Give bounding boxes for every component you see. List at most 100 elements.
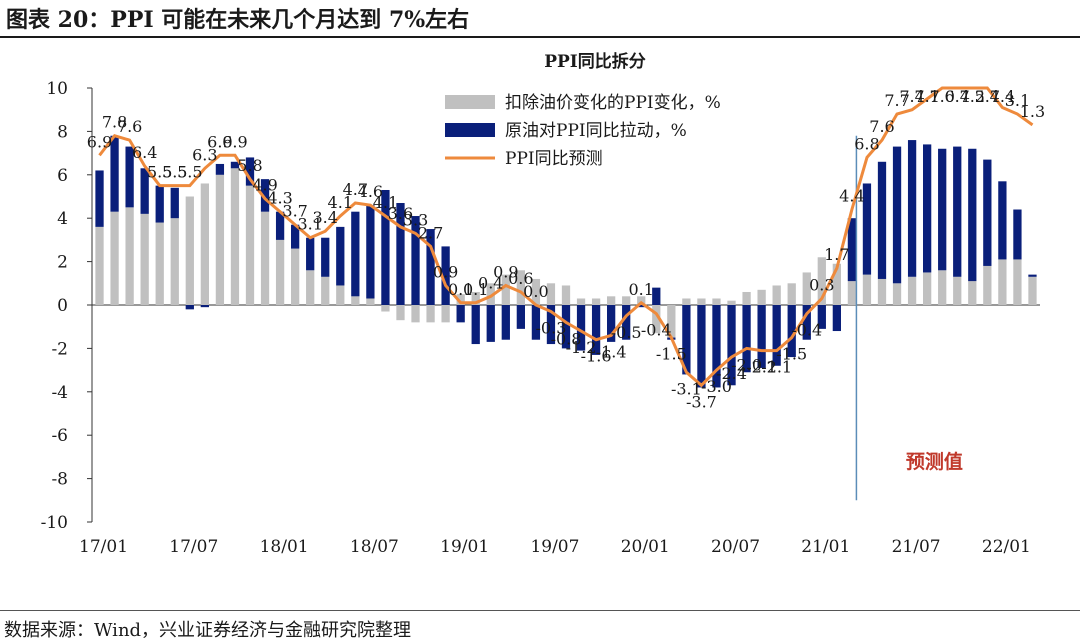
line-value-label: 6.8 [854, 134, 879, 153]
y-tick-label: 4 [57, 209, 68, 229]
line-value-label: -0.8 [551, 329, 582, 348]
grey-bar [757, 289, 766, 305]
navy-bar [366, 205, 375, 299]
grey-bar [381, 305, 390, 312]
line-value-label: 3.6 [388, 204, 413, 223]
navy-bar [426, 229, 435, 305]
line-value-label: 2.7 [418, 223, 443, 242]
navy-bar [953, 146, 962, 277]
grey-bar [998, 259, 1007, 305]
grey-bar [787, 283, 796, 305]
figure-title: 图表 20：PPI 可能在未来几个月达到 7%左右 [6, 7, 470, 33]
line-value-label: 0.9 [493, 262, 518, 281]
x-tick-label: 20/01 [621, 537, 670, 557]
grey-bar [441, 305, 450, 323]
navy-bar [471, 305, 480, 345]
navy-bar [215, 163, 225, 175]
line-value-label: 7.6 [869, 117, 894, 136]
line-value-label: 5.5 [177, 163, 202, 182]
grey-bar [637, 296, 646, 305]
grey-bar [727, 300, 736, 305]
navy-bar [712, 305, 721, 388]
line-value-label: 0.4 [478, 273, 503, 292]
navy-bar [110, 135, 119, 212]
navy-bar [892, 146, 902, 284]
line-value-label: 7.7 [884, 91, 909, 110]
line-value-label: 7.8 [102, 113, 127, 132]
line-value-label: -0.4 [791, 321, 822, 340]
x-tick-label: 17/07 [169, 537, 218, 557]
legend: 扣除油价变化的PPI变化，% 原油对PPI同比拉动，% PPI同比预测 [445, 93, 721, 169]
line-value-label: 3.1 [297, 215, 322, 234]
navy-bar [968, 148, 977, 282]
line-value-label: -0.3 [536, 319, 567, 338]
line-value-label: 6.9 [222, 132, 247, 151]
grey-bar [336, 285, 345, 305]
y-tick-label: 8 [57, 122, 68, 142]
line-value-label: 1.3 [1020, 102, 1045, 121]
line-value-label: 3.1 [1005, 91, 1030, 110]
y-tick-label: -6 [51, 426, 68, 446]
line-value-label: 4.1 [373, 193, 398, 212]
navy-bar [501, 305, 510, 340]
line-value-label: 3.4 [313, 208, 338, 227]
line-value-label: -1.2 [566, 338, 597, 357]
navy-bar [652, 287, 661, 305]
line-value-label: 4.1 [328, 193, 353, 212]
line-value-label: -1.5 [776, 345, 807, 364]
navy-bar [923, 144, 932, 273]
y-tick-label: -8 [51, 470, 68, 490]
grey-bar [546, 283, 556, 305]
line-value-label: 0.6 [508, 269, 533, 288]
grey-bar [591, 298, 601, 305]
line-value-label: -1.5 [656, 345, 687, 364]
y-tick-label: 10 [46, 79, 68, 99]
navy-bar [456, 305, 465, 323]
navy-bar [306, 237, 315, 271]
grey-bar [682, 298, 691, 305]
navy-bar [185, 305, 194, 310]
grey-bar [667, 305, 676, 338]
y-tick-label: -4 [51, 383, 68, 403]
legend-label: 扣除油价变化的PPI变化，% [505, 93, 721, 113]
navy-bar [561, 305, 571, 349]
line-value-label: 7.2 [960, 87, 985, 106]
grey-bar [426, 305, 435, 323]
legend-label: PPI同比预测 [505, 149, 603, 169]
x-tick-label: 19/07 [530, 537, 579, 557]
navy-bar [516, 305, 525, 329]
navy-bar [125, 146, 134, 208]
grey-bar [200, 183, 209, 305]
grey-bar [155, 222, 164, 305]
navy-bar [622, 305, 631, 340]
navy-bar [381, 189, 390, 305]
line-value-label: 5.5 [162, 163, 187, 182]
line-value-label: 0.3 [809, 275, 834, 294]
line-value-label: 6.4 [945, 87, 970, 106]
grey-bar [215, 174, 225, 305]
grey-bar [516, 270, 525, 305]
navy-bar [1028, 274, 1037, 277]
line-value-label: -1.4 [596, 342, 627, 361]
line-value-label: 4.3 [267, 189, 292, 208]
navy-bar [486, 305, 495, 342]
y-tick-label: -10 [41, 513, 68, 533]
grey-bar [652, 305, 661, 334]
line-value-label: -0.5 [611, 323, 642, 342]
grey-bar [291, 248, 300, 305]
x-tick-label: 17/01 [79, 537, 128, 557]
line-value-label: -3.7 [686, 392, 717, 411]
grey-bar [501, 274, 510, 305]
line-value-label: -1.6 [581, 347, 612, 366]
navy-bar [907, 140, 917, 277]
legend-swatch [445, 123, 495, 137]
grey-bar [95, 226, 104, 305]
grey-bar [366, 298, 375, 305]
line-value-label: 3.3 [403, 210, 428, 229]
grey-bar [456, 294, 465, 305]
forecast-label: 预测值 [906, 450, 963, 473]
navy-bar [817, 305, 826, 329]
navy-bar [847, 218, 857, 282]
line-value-label: 4.4 [990, 87, 1015, 106]
grey-bar [697, 298, 706, 305]
